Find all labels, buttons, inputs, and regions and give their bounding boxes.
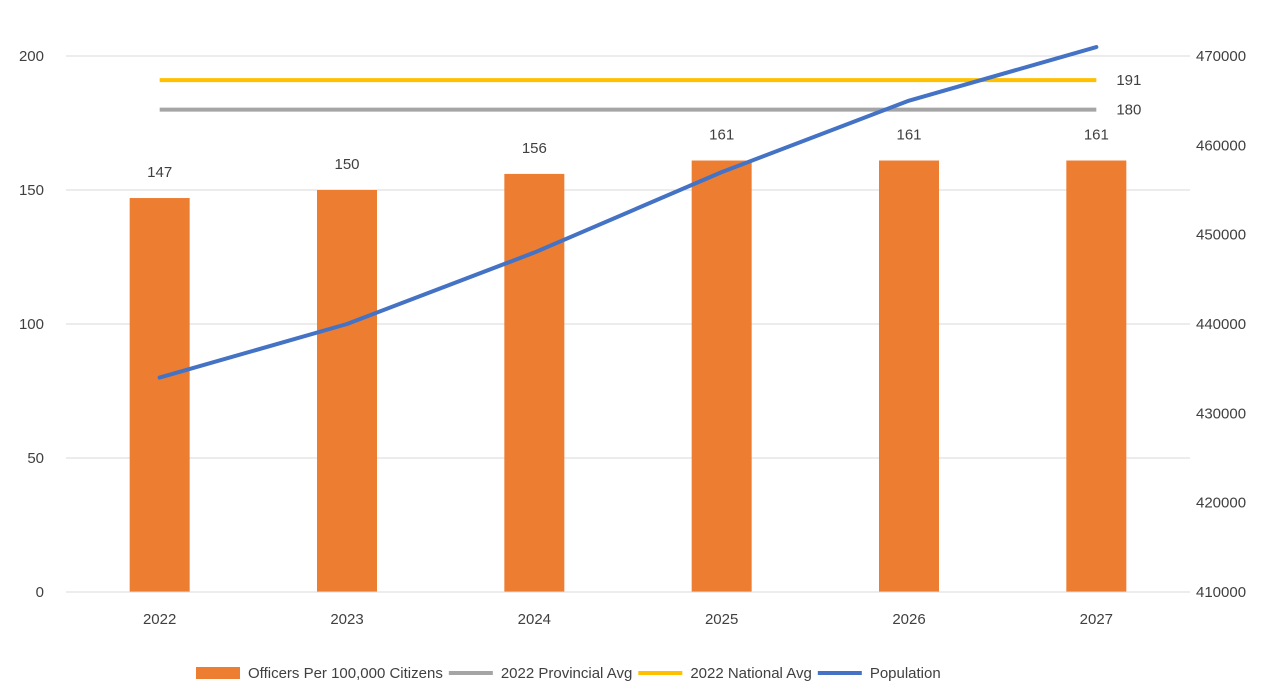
y-right-tick-label: 470000 (1196, 48, 1246, 65)
bar (1066, 160, 1127, 592)
reference-lines (159, 78, 1097, 112)
gridlines (66, 55, 1190, 593)
reference-line-label: 191 (1116, 72, 1141, 89)
bar (129, 198, 190, 593)
x-tick-label: 2025 (705, 611, 738, 628)
y-right-tick-label: 460000 (1196, 137, 1246, 154)
bar-series (129, 160, 1127, 593)
y-right-tick-label: 410000 (1196, 584, 1246, 601)
bar-data-label: 147 (147, 164, 172, 181)
bar-data-label: 156 (522, 140, 547, 157)
data-labels: 147 150 156 161 161 161 180 191 (147, 72, 1141, 181)
axes: 0 50 100 150 200 410000 420000 430000 440000 4500… (19, 48, 1246, 628)
population-line (157, 45, 1099, 380)
y-right-tick-label: 440000 (1196, 316, 1246, 333)
reference-line-label: 180 (1116, 102, 1141, 119)
y-left-tick-label: 50 (27, 450, 44, 467)
bar (504, 173, 565, 593)
bar-data-label: 150 (334, 156, 359, 173)
y-left-tick-label: 0 (36, 584, 44, 601)
x-tick-label: 2027 (1080, 611, 1113, 628)
bar (691, 160, 752, 592)
y-left-tick-label: 200 (19, 48, 44, 65)
legend-entry-label: 2022 National Avg (690, 665, 812, 682)
x-tick-label: 2023 (330, 611, 363, 628)
legend-entry-label: Population (870, 665, 941, 682)
bar (879, 160, 939, 592)
x-tick-label: 2026 (892, 611, 925, 628)
population-series (157, 45, 1099, 380)
bar-data-label: 161 (1084, 127, 1109, 144)
bar-data-label: 161 (896, 127, 921, 144)
x-tick-label: 2024 (518, 611, 551, 628)
y-right-tick-label: 420000 (1196, 495, 1246, 512)
legend-entry-label: Officers Per 100,000 Citizens (248, 665, 443, 682)
legend-entry-label: 2022 Provincial Avg (501, 665, 632, 682)
bar-data-label: 161 (709, 127, 734, 144)
y-right-tick-label: 450000 (1196, 227, 1246, 244)
bar (317, 190, 377, 592)
y-left-tick-label: 150 (19, 182, 44, 199)
legend: Officers Per 100,000 Citizens 2022 Provin… (196, 665, 941, 682)
legend-swatch-bar (196, 667, 240, 679)
y-left-tick-label: 100 (19, 316, 44, 333)
y-right-tick-label: 430000 (1196, 405, 1246, 422)
x-tick-label: 2022 (143, 611, 176, 628)
